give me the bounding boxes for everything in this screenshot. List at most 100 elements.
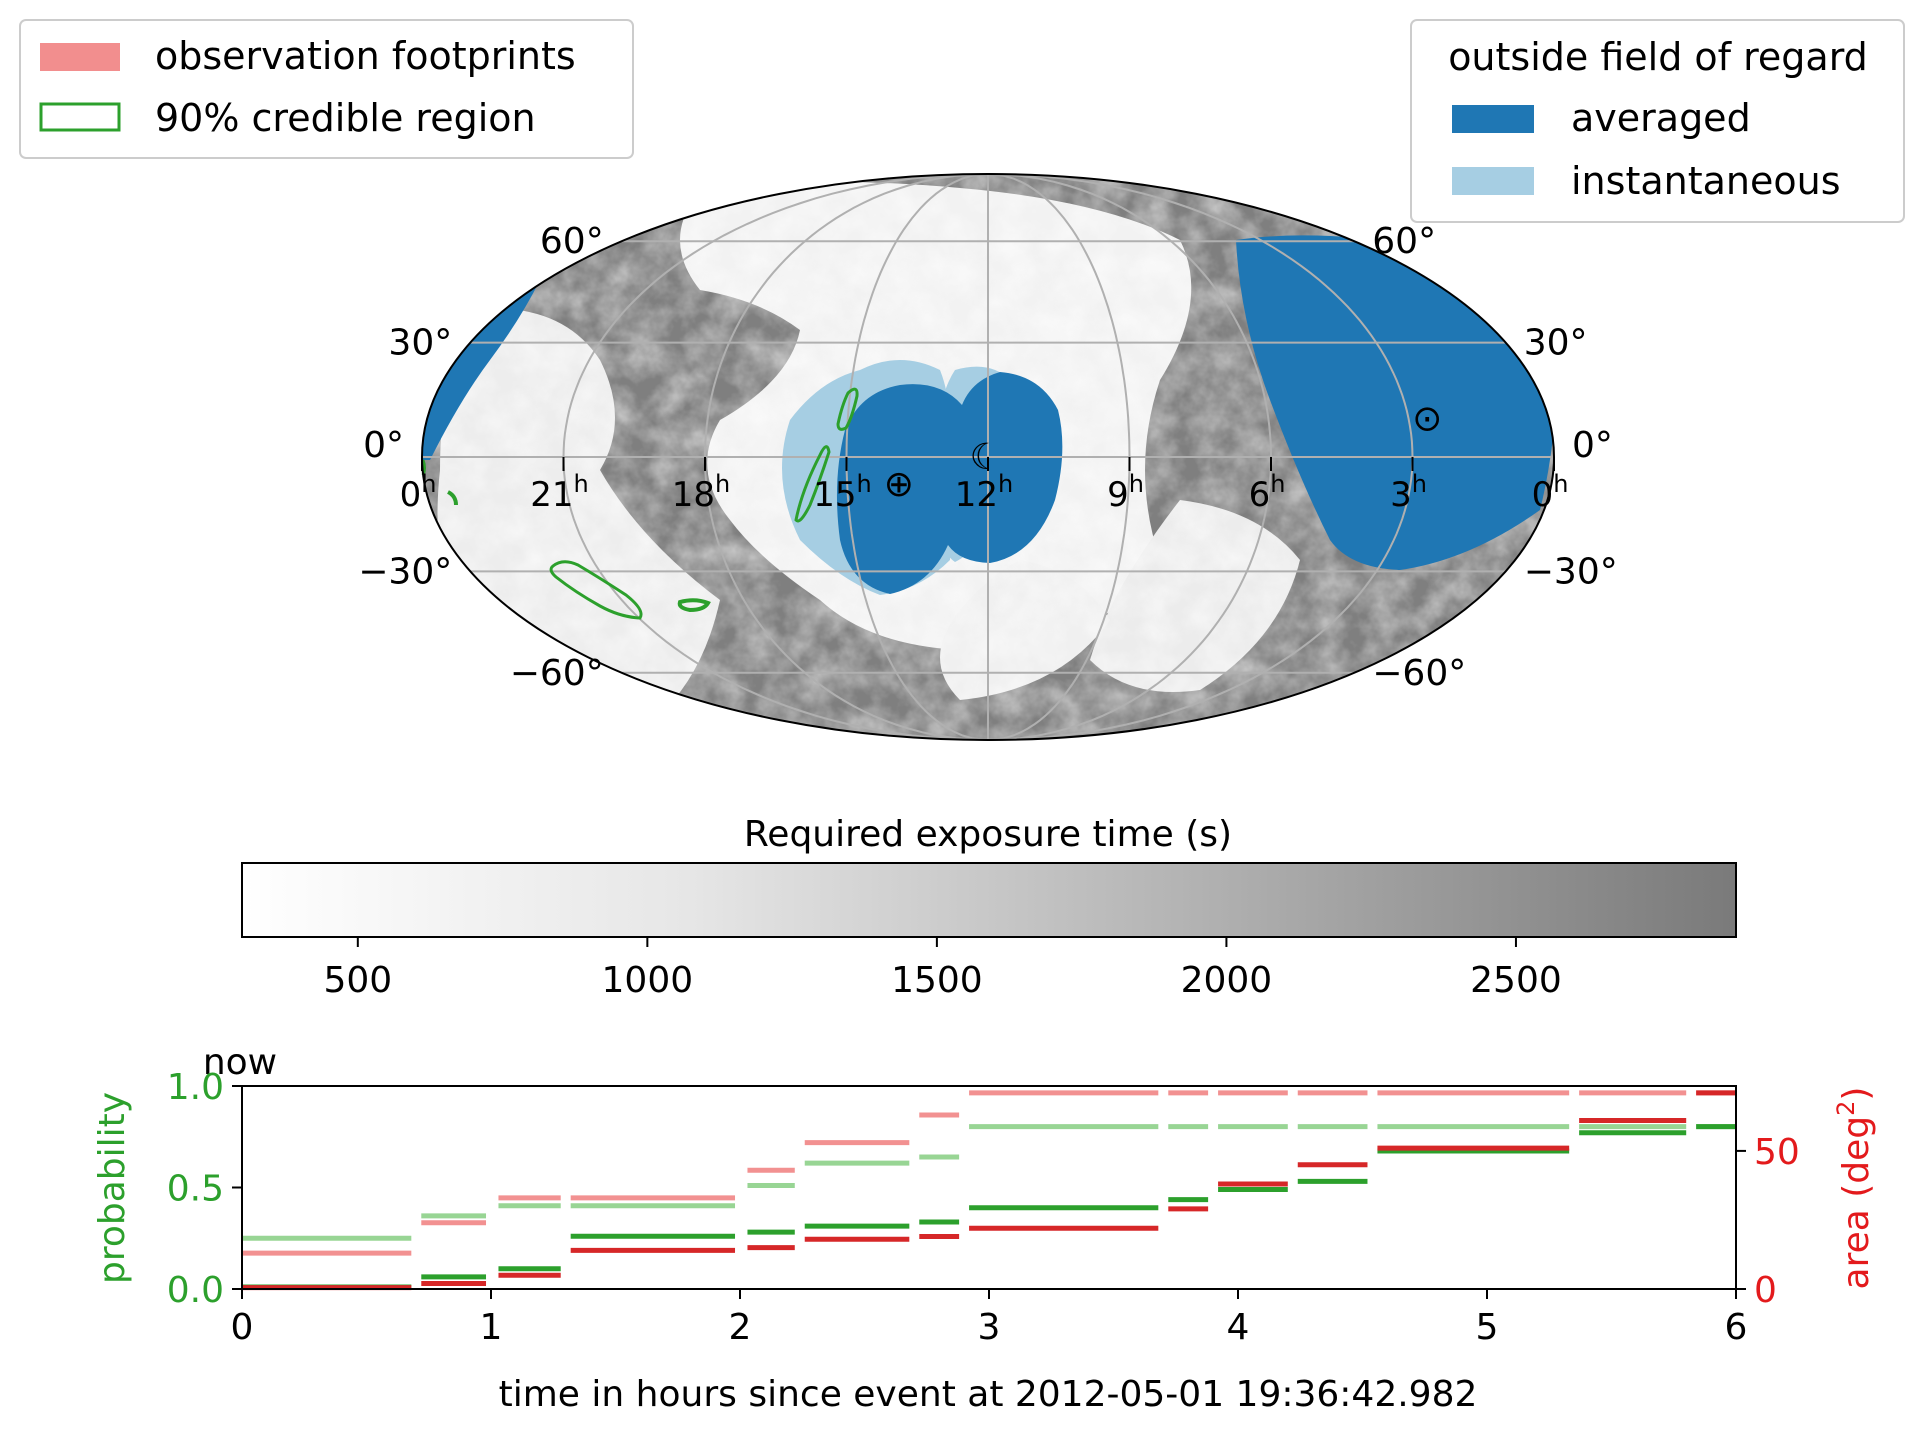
x-tick-label: 6 [1725, 1307, 1748, 1348]
ra-tick-unit: h [421, 470, 436, 498]
ra-tick-label: 18h [672, 470, 730, 515]
colorbar-tick-label: 1000 [602, 960, 694, 1001]
x-tick-label: 3 [978, 1307, 1001, 1348]
x-tick-label: 1 [480, 1307, 503, 1348]
ra-tick-unit: h [574, 470, 589, 498]
y-left-tick-label: 0.5 [167, 1169, 224, 1210]
sky-map: 0h 21h 18h 15h 12h 9h 6h 3h 0h 60° 60°30° 30°0° 0°−… [358, 173, 1618, 741]
credible-region-contour [549, 560, 643, 620]
colorbar-ticks: 500 1000 1500 2000 2500 [323, 937, 1562, 1001]
legend-field-of-regard: outside field of regard averaged instant… [1410, 19, 1905, 223]
ra-tick-unit: h [715, 470, 730, 498]
legend-swatch-averaged [1452, 105, 1534, 133]
colorbar-gradient [241, 862, 1737, 938]
series-area-cumulative- [242, 1090, 1736, 1291]
chart-series [242, 1090, 1736, 1291]
now-label: now [203, 1042, 277, 1083]
averaged-region [1236, 235, 1554, 570]
dec-tick-label-left: 60° [540, 221, 604, 262]
x-tick-label: 0 [231, 1307, 254, 1348]
colorbar-tick-label: 2000 [1181, 960, 1273, 1001]
y-axis-right-label: area (deg2) [1832, 1087, 1877, 1290]
y-right-tick-label: 50 [1754, 1132, 1800, 1173]
legend-frame [19, 19, 634, 159]
ra-tick-label: 15h [813, 470, 871, 515]
ra-tick-value: 6 [1249, 475, 1271, 515]
legend-label-instantaneous: instantaneous [1571, 159, 1841, 203]
ra-tick-value: 3 [1390, 475, 1412, 515]
celestial-markers: ⊙ ☾ ⊕ [884, 398, 1443, 505]
dec-tick-label-right: 30° [1524, 323, 1588, 364]
y-axis-right-label-close: ) [1836, 1087, 1877, 1101]
legend-label-footprints: observation footprints [155, 34, 576, 78]
ra-tick-unit: h [857, 470, 872, 498]
colorbar-tick-label: 2500 [1470, 960, 1562, 1001]
dec-tick-label-left: 0° [363, 425, 404, 466]
series-area-instantaneous- [242, 1090, 1736, 1256]
credible-region-outlines [421, 387, 859, 620]
series-probability-instantaneous- [242, 1124, 1736, 1241]
ra-tick-label: 0h [400, 470, 437, 515]
ra-tick-label: 12h [955, 470, 1013, 515]
credible-region-contour [794, 445, 831, 523]
series-probability-cumulative- [242, 1124, 1736, 1290]
credible-region-contour [677, 598, 711, 613]
y-left-tick-label: 1.0 [167, 1067, 224, 1108]
colorbar: Required exposure time (s) 500 1000 1500 20… [241, 814, 1737, 1001]
legend-title: outside field of regard [1448, 35, 1868, 79]
legend-label-averaged: averaged [1571, 96, 1751, 140]
y-axis-left-ticks: 0.0 0.5 1.0 [167, 1067, 242, 1311]
dec-tick-label-right: 0° [1572, 425, 1613, 466]
y-axis-left-label: probability [92, 1092, 133, 1284]
dec-tick-labels: 60° 60° 30° 30° 0° 0° −30° −30° −60° −60° [358, 221, 1617, 694]
colorbar-tick-label: 1500 [891, 960, 983, 1001]
earth-marker: ⊕ [884, 464, 914, 505]
x-axis-ticks: 0 1 2 3 4 5 6 [231, 1289, 1748, 1348]
moon-marker: ☾ [970, 437, 1002, 478]
ra-tick-unit: h [1270, 470, 1285, 498]
ra-tick-label: 9h [1107, 470, 1144, 515]
legend-frame [1410, 19, 1905, 223]
dec-tick-label-left: −60° [510, 653, 604, 694]
ra-tick-label: 3h [1390, 470, 1427, 515]
averaged-region [836, 372, 1063, 594]
x-tick-label: 2 [729, 1307, 752, 1348]
y-axis-right-ticks: 0 50 [1736, 1132, 1800, 1311]
y-axis-right-label-sup: 2 [1832, 1101, 1860, 1116]
ra-tick-unit: h [1412, 470, 1427, 498]
dec-tick-label-left: −30° [358, 551, 452, 592]
x-tick-label: 5 [1476, 1307, 1499, 1348]
y-axis-right-label-text: area (deg [1836, 1116, 1877, 1290]
ra-tick-value: 21 [530, 475, 573, 515]
ra-tick-value: 12 [955, 475, 998, 515]
x-axis-label: time in hours since event at 2012-05-01 … [499, 1374, 1478, 1415]
ra-tick-value: 15 [813, 475, 856, 515]
y-right-tick-label: 0 [1754, 1270, 1777, 1311]
ra-tick-value: 9 [1107, 475, 1129, 515]
field-of-regard-regions [422, 235, 1554, 595]
ra-tick-labels: 0h 21h 18h 15h 12h 9h 6h 3h 0h [400, 457, 1569, 515]
ra-tick-label: 21h [530, 470, 588, 515]
legend-footprints: observation footprints 90% credible regi… [19, 19, 634, 159]
ra-tick-unit: h [1129, 470, 1144, 498]
ra-tick-unit: h [998, 470, 1013, 498]
legend-swatch-footprints [40, 43, 120, 71]
ra-tick-label: 0h [1532, 470, 1569, 515]
dec-tick-label-right: −60° [1372, 653, 1466, 694]
legend-label-credible-region: 90% credible region [155, 96, 536, 140]
sun-marker: ⊙ [1412, 398, 1442, 439]
ra-tick-label: 6h [1249, 470, 1286, 515]
ra-tick-value: 18 [672, 475, 715, 515]
legend-swatch-instantaneous [1452, 167, 1534, 195]
dec-tick-label-right: −30° [1524, 551, 1618, 592]
ra-tick-unit: h [1553, 470, 1568, 498]
colorbar-title: Required exposure time (s) [744, 814, 1232, 855]
x-tick-label: 4 [1227, 1307, 1250, 1348]
credible-region-contour [447, 490, 458, 506]
ra-tick-value: 0 [1532, 475, 1554, 515]
credible-region-contour [836, 387, 859, 431]
timeline-chart: now 0 1 2 3 4 5 6 0.0 0.5 1.0 0 50 time in hours … [92, 1042, 1877, 1415]
y-left-tick-label: 0.0 [167, 1270, 224, 1311]
dec-tick-label-left: 30° [388, 323, 452, 364]
